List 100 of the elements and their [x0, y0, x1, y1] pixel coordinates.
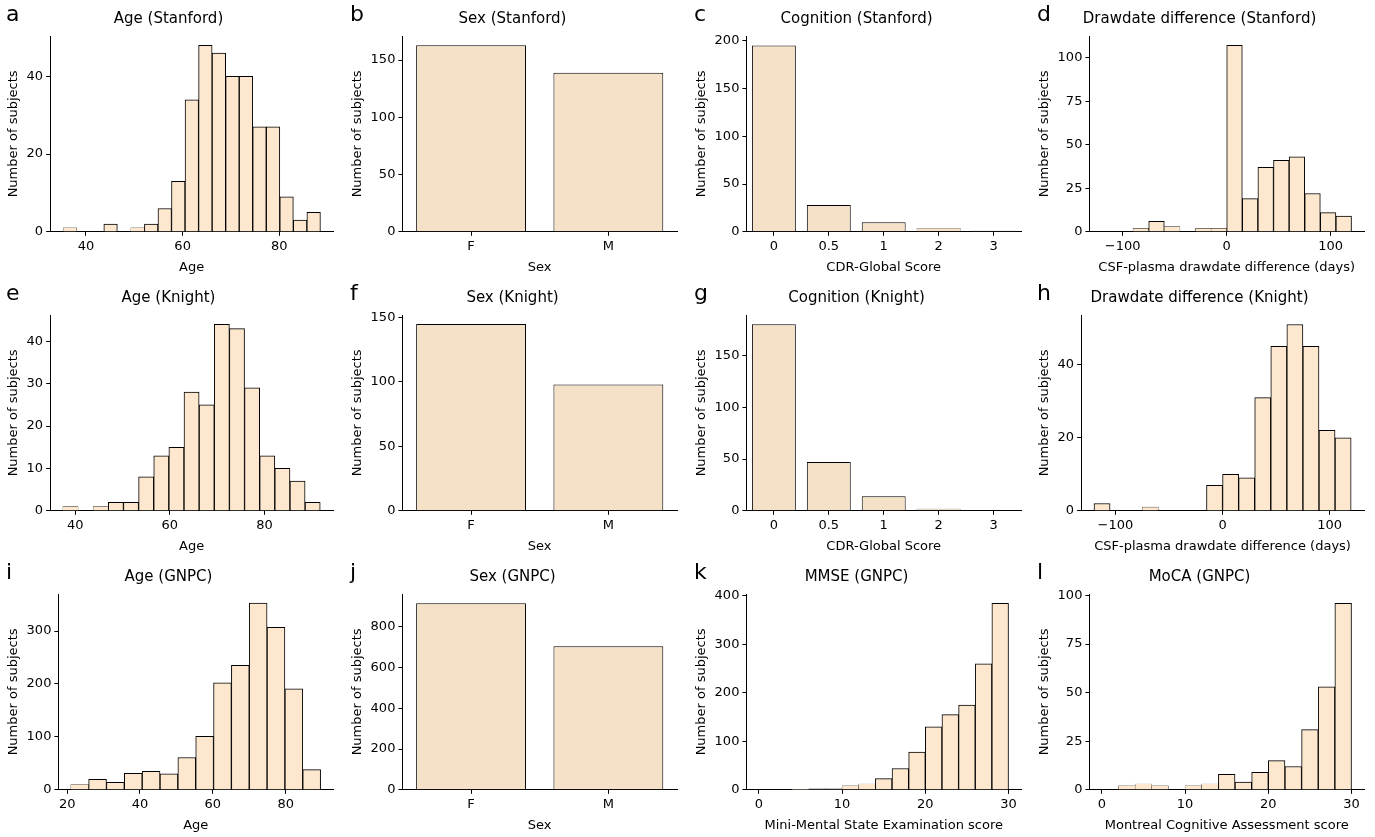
x-tick-label: −100	[1105, 237, 1141, 253]
x-tick-label: 0.5	[817, 516, 839, 532]
chart-title: Sex (GNPC)	[469, 566, 556, 585]
x-axis-title: Age	[178, 537, 205, 553]
y-tick-label: 200	[370, 740, 396, 756]
y-tick-label: 100	[714, 127, 739, 143]
y-axis-title: Number of subjects	[5, 70, 21, 198]
chart-title: Age (GNPC)	[124, 566, 213, 585]
x-tick-label: −100	[1097, 516, 1134, 532]
x-tick-label: 3	[988, 237, 998, 253]
y-tick-label: 800	[370, 618, 396, 634]
y-tick-label: 0	[1074, 781, 1083, 797]
x-tick-label: 100	[1317, 516, 1343, 532]
x-axis-title: Montreal Cognitive Assessment score	[1104, 816, 1349, 832]
y-tick-label: 10	[26, 459, 44, 475]
chart-title: MoCA (GNPC)	[1148, 566, 1251, 585]
text: e	[6, 279, 20, 305]
y-axis-title: Number of subjects	[348, 349, 364, 477]
text: f	[349, 279, 359, 305]
y-tick-label: 400	[370, 699, 396, 715]
x-axis-title: Mini-Mental State Examination score	[763, 816, 1003, 832]
y-axis-title: Number of subjects	[5, 628, 21, 756]
y-tick-label: 40	[26, 67, 44, 83]
text: d	[1037, 0, 1052, 26]
y-tick-label: 100	[370, 373, 396, 389]
chart-title: Cognition (Stanford)	[779, 8, 933, 27]
x-axis-title: Sex	[527, 258, 552, 274]
y-tick-label: 300	[26, 622, 52, 638]
x-tick-label: M	[602, 516, 614, 532]
y-tick-label: 30	[26, 375, 44, 391]
x-tick-label: 0	[1222, 237, 1232, 253]
y-tick-label: 100	[714, 732, 739, 748]
x-tick-label: 2	[933, 237, 943, 253]
y-tick-label: 100	[714, 398, 739, 414]
x-axis-title: CSF-plasma drawdate difference (days)	[1094, 537, 1352, 553]
x-axis-title: CSF-plasma drawdate difference (days)	[1098, 258, 1356, 274]
x-axis-title: Sex	[527, 816, 552, 832]
text: j	[348, 558, 356, 584]
y-tick-label: 100	[1057, 586, 1083, 602]
x-tick-label: 0.5	[817, 237, 839, 253]
y-tick-label: 0	[1066, 502, 1075, 518]
y-tick-label: 20	[26, 417, 44, 433]
x-tick-label: F	[467, 516, 475, 532]
x-tick-label: 40	[131, 795, 149, 811]
chart-title: Drawdate difference (Stanford)	[1082, 8, 1317, 27]
text: k	[693, 558, 707, 584]
y-tick-label: 75	[1066, 635, 1083, 651]
x-axis-title: Sex	[527, 537, 552, 553]
y-axis-title: Number of subjects	[5, 349, 21, 477]
x-axis-title: Age	[178, 258, 205, 274]
text: h	[1037, 279, 1052, 305]
y-tick-label: 100	[26, 728, 52, 744]
x-tick-label: 60	[204, 795, 222, 811]
x-tick-label: 0	[1098, 795, 1107, 811]
text: c	[693, 0, 706, 26]
y-tick-label: 0	[730, 502, 739, 518]
y-tick-label: 0	[386, 781, 396, 797]
y-tick-label: 25	[1066, 732, 1083, 748]
y-tick-label: 50	[1066, 136, 1083, 152]
y-tick-label: 50	[722, 175, 739, 191]
y-tick-label: 100	[370, 108, 396, 124]
y-tick-label: 20	[1057, 429, 1075, 445]
chart-title: Sex (Knight)	[466, 287, 559, 306]
x-tick-label: 100	[1318, 237, 1344, 253]
y-tick-label: 200	[714, 32, 739, 48]
y-axis-title: Number of subjects	[1036, 628, 1052, 756]
x-tick-label: 1	[879, 237, 888, 253]
x-tick-label: 0	[769, 237, 778, 253]
x-tick-label: 80	[277, 795, 294, 811]
y-axis-title: Number of subjects	[348, 628, 364, 756]
y-tick-label: 150	[714, 79, 739, 95]
y-axis-title: Number of subjects	[692, 628, 708, 756]
y-tick-label: 50	[378, 165, 396, 181]
x-tick-label: 30	[1343, 795, 1361, 811]
x-axis-title: Age	[183, 816, 209, 832]
y-tick-label: 50	[1066, 684, 1083, 700]
y-tick-label: 50	[378, 437, 396, 453]
chart-title: Age (Knight)	[121, 287, 216, 306]
x-tick-label: 40	[77, 237, 95, 253]
y-tick-label: 200	[714, 684, 739, 700]
y-tick-label: 0	[730, 781, 739, 797]
y-tick-label: 40	[1057, 356, 1075, 372]
y-tick-label: 50	[722, 450, 739, 466]
text: i	[6, 558, 13, 584]
chart-title: MMSE (GNPC)	[804, 566, 908, 585]
chart-title: Age (Stanford)	[113, 8, 224, 27]
y-tick-label: 0	[1074, 223, 1083, 239]
y-tick-label: 200	[26, 675, 52, 691]
y-tick-label: 0	[386, 223, 396, 239]
x-axis-title: CDR-Global Score	[825, 537, 941, 553]
x-axis-title: CDR-Global Score	[825, 258, 941, 274]
x-tick-label: 60	[174, 237, 191, 253]
y-tick-label: 150	[370, 51, 396, 67]
x-tick-label: M	[602, 237, 614, 253]
x-tick-label: M	[602, 795, 614, 811]
y-tick-label: 0	[43, 781, 52, 797]
y-tick-label: 0	[34, 502, 44, 518]
y-tick-label: 0	[34, 223, 44, 239]
x-tick-label: 10	[1177, 795, 1194, 811]
y-tick-label: 400	[714, 587, 739, 603]
